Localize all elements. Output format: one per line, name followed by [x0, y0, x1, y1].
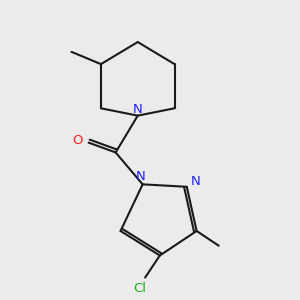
Text: O: O — [73, 134, 83, 147]
Text: Cl: Cl — [134, 282, 147, 295]
Text: N: N — [135, 170, 145, 183]
Text: N: N — [191, 176, 200, 188]
Text: N: N — [133, 103, 142, 116]
